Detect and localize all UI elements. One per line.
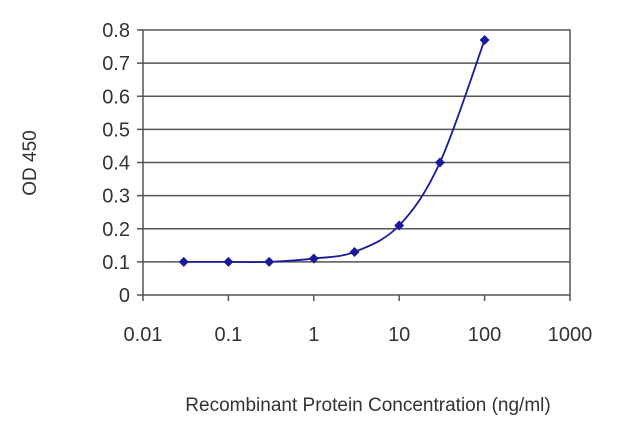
x-tick-label: 100 xyxy=(468,324,501,346)
y-tick-label: 0.7 xyxy=(102,53,130,75)
data-point-marker xyxy=(178,256,189,267)
y-tick-label: 0.5 xyxy=(102,119,130,141)
y-axis-ticks: 0 0.1 0.2 0.3 0.4 0.5 0.6 0.7 0.8 xyxy=(102,20,143,307)
y-tick-label: 0.6 xyxy=(102,86,130,108)
x-axis-ticks: 0.01 0.1 1 10 100 1000 xyxy=(124,295,593,346)
y-tick-label: 0 xyxy=(119,285,130,307)
y-tick-label: 0.1 xyxy=(102,252,130,274)
data-point-marker xyxy=(434,157,445,168)
y-tick-label: 0.8 xyxy=(102,20,130,42)
data-point-marker xyxy=(223,256,234,267)
data-point-marker xyxy=(308,253,319,264)
series-line xyxy=(183,39,486,264)
data-series xyxy=(178,34,490,267)
x-axis-title: Recombinant Protein Concentration (ng/ml… xyxy=(185,395,550,416)
x-tick-label: 0.1 xyxy=(214,324,242,346)
y-tick-label: 0.2 xyxy=(102,219,130,241)
x-tick-label: 10 xyxy=(388,324,410,346)
data-point-marker xyxy=(349,246,360,257)
data-point-marker xyxy=(479,34,490,45)
x-tick-label: 0.01 xyxy=(124,324,163,346)
y-tick-label: 0.4 xyxy=(102,153,130,175)
y-axis-title: OD 450 xyxy=(20,130,41,195)
x-tick-label: 1000 xyxy=(548,324,593,346)
data-point-marker xyxy=(264,256,275,267)
y-tick-label: 0.3 xyxy=(102,186,130,208)
data-point-marker xyxy=(394,220,405,231)
x-tick-label: 1 xyxy=(308,324,319,346)
